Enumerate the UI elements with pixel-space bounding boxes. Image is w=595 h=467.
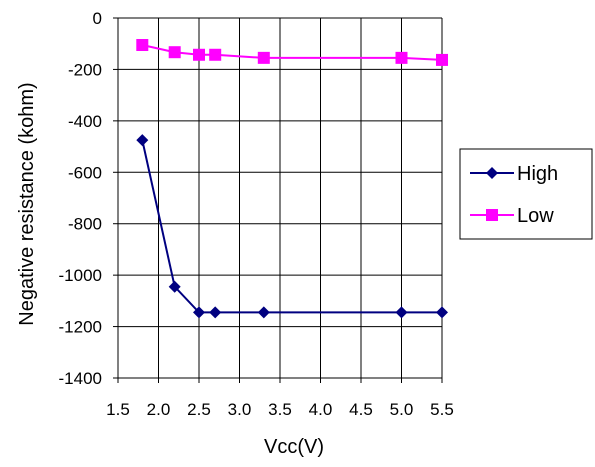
data-point-high [209,306,222,319]
y-tick-label: -200 [68,60,102,79]
series-high [136,134,448,319]
x-tick-label: 4.5 [349,400,373,419]
data-point-high [193,306,205,319]
series-low [136,39,448,66]
data-point-high [257,306,270,319]
x-tick-label: 4.0 [309,400,333,419]
y-axis-title: Negative resistance (kohm) [16,82,38,325]
data-point-low [436,53,448,66]
legend-entry-high: High [470,163,558,185]
x-axis-ticks: 1.5 2.0 2.5 3.0 3.5 4.0 4.5 5.0 5.5 [106,378,454,419]
x-tick-label: 2.0 [147,400,171,419]
y-tick-label: -400 [68,112,102,131]
x-tick-label: 5.0 [390,400,414,419]
data-point-high [168,280,181,293]
legend-low-marker [486,209,498,221]
y-tick-label: -800 [68,215,102,234]
x-tick-label: 3.0 [228,400,252,419]
legend-box [459,148,593,240]
y-axis-ticks: 0 -200 -400 -600 -800 -1000 -1200 -1400 [59,9,118,388]
legend-high-marker [486,167,498,179]
y-tick-label: -600 [68,163,102,182]
data-point-high [395,306,408,319]
x-tick-label: 5.5 [430,400,454,419]
data-point-low [257,51,270,64]
y-tick-label: -1200 [59,318,102,337]
data-point-low [209,48,222,61]
x-axis-title: Vcc(V) [264,436,324,458]
y-tick-label: -1000 [59,266,102,285]
legend-low-label: Low [517,205,554,227]
x-tick-label: 1.5 [106,400,130,419]
y-tick-label: -1400 [59,369,102,388]
series-layer [136,39,448,319]
x-tick-label: 3.5 [268,400,292,419]
legend-entry-low: Low [470,205,554,227]
legend-high-label: High [517,163,558,185]
data-point-high [136,134,149,147]
x-tick-label: 2.5 [187,400,211,419]
data-point-low [395,51,408,64]
data-point-low [193,48,205,61]
gridlines [117,17,443,379]
data-point-low [136,39,149,51]
data-point-low [168,46,181,59]
data-point-high [436,306,448,319]
series-line-high [141,139,442,314]
y-tick-label: 0 [93,9,102,28]
